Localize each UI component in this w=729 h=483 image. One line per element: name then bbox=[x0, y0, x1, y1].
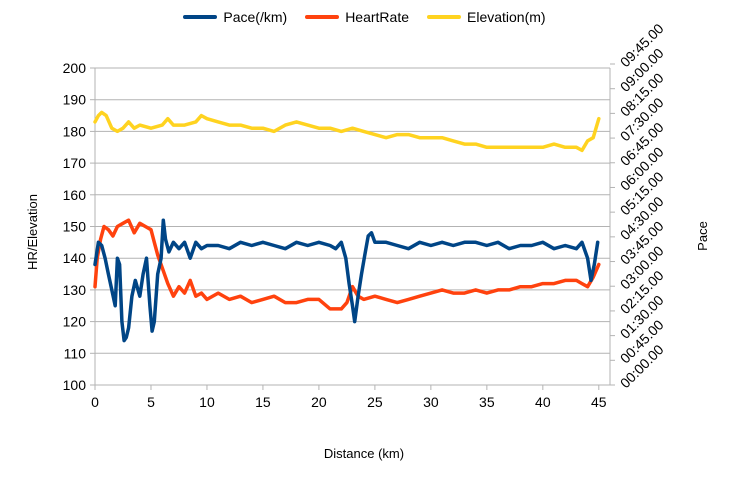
legend-item-heartrate: HeartRate bbox=[305, 9, 409, 25]
legend-swatch-heartrate bbox=[305, 15, 340, 19]
x-tick-label: 0 bbox=[91, 394, 99, 410]
y-tick-label: 100 bbox=[63, 377, 87, 393]
x-tick-label: 25 bbox=[367, 394, 383, 410]
x-tick-label: 45 bbox=[591, 394, 607, 410]
y-tick-label: 170 bbox=[63, 155, 87, 171]
x-tick-label: 35 bbox=[479, 394, 495, 410]
y-tick-label: 120 bbox=[63, 314, 87, 330]
x-tick-label: 40 bbox=[535, 394, 551, 410]
legend-swatch-elevation bbox=[427, 15, 461, 19]
y-tick-label: 160 bbox=[63, 187, 87, 203]
y-tick-label: 150 bbox=[63, 219, 87, 235]
legend-label-elevation: Elevation(m) bbox=[467, 9, 546, 25]
y-tick-label: 200 bbox=[63, 60, 87, 76]
y-tick-label: 180 bbox=[63, 123, 87, 139]
y-tick-label: 140 bbox=[63, 250, 87, 266]
x-tick-label: 10 bbox=[199, 394, 215, 410]
y-tick-label: 110 bbox=[64, 345, 87, 361]
x-tick-label: 20 bbox=[311, 394, 327, 410]
x-tick-label: 30 bbox=[423, 394, 439, 410]
series-line-pace-km bbox=[93, 218, 600, 343]
series-line-elevation-m bbox=[93, 110, 601, 153]
legend-item-pace: Pace(/km) bbox=[183, 9, 287, 25]
legend: Pace(/km) HeartRate Elevation(m) bbox=[0, 9, 729, 25]
x-tick-label: 5 bbox=[147, 394, 155, 410]
y-axis-title: HR/Elevation bbox=[25, 194, 40, 270]
legend-swatch-pace bbox=[183, 15, 218, 19]
legend-label-pace: Pace(/km) bbox=[223, 9, 288, 25]
y2-axis-title: Pace bbox=[695, 221, 710, 251]
y-tick-label: 130 bbox=[63, 282, 87, 298]
x-axis-title: Distance (km) bbox=[324, 446, 404, 461]
series-line-heartrate bbox=[93, 218, 601, 311]
legend-label-heartrate: HeartRate bbox=[345, 9, 409, 25]
legend-item-elevation: Elevation(m) bbox=[427, 9, 546, 25]
x-tick-label: 15 bbox=[255, 394, 271, 410]
y-tick-label: 190 bbox=[63, 92, 87, 108]
